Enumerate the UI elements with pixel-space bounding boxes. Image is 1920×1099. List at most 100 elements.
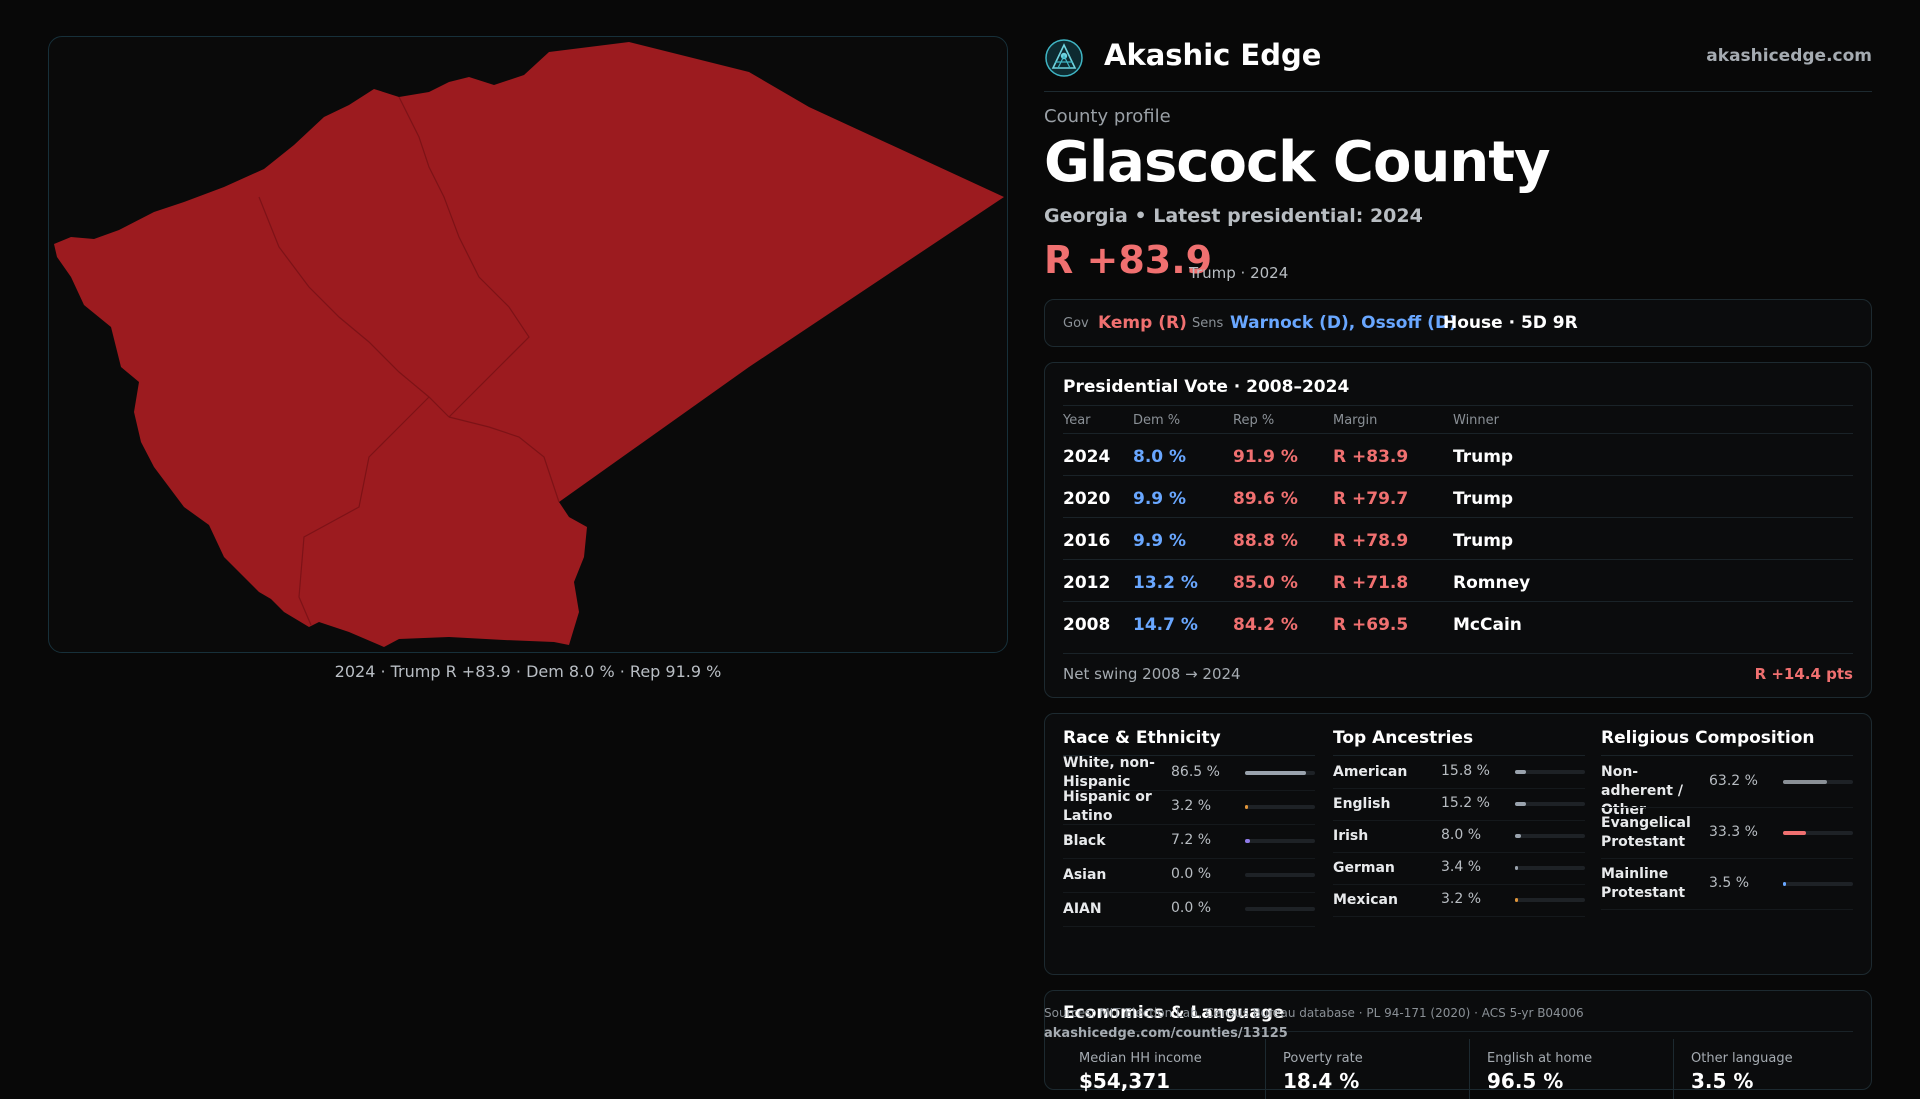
- demographic-bar: [1245, 839, 1315, 843]
- demographic-label: Non-adherent / Other: [1601, 763, 1683, 818]
- econ-label-income: Median HH income: [1079, 1051, 1202, 1066]
- economics-title: Economics & Language: [1063, 1003, 1285, 1023]
- row-divider: [1333, 884, 1585, 885]
- cell-winner: Romney: [1453, 573, 1531, 593]
- demographic-value: 15.8 %: [1441, 763, 1490, 779]
- cell-margin: R +69.5: [1333, 615, 1409, 635]
- net-swing-label: Net swing 2008 → 2024: [1063, 665, 1241, 683]
- econ-label-english: English at home: [1487, 1051, 1593, 1066]
- county-map-panel[interactable]: [48, 36, 1008, 653]
- county-map[interactable]: [49, 37, 1008, 653]
- cell-rep: 84.2 %: [1233, 615, 1298, 635]
- demographic-label: Asian: [1063, 866, 1107, 883]
- demographic-value: 7.2 %: [1171, 832, 1212, 848]
- col-margin: Margin: [1333, 413, 1378, 428]
- demographic-label: Evangelical Protestant: [1601, 814, 1691, 850]
- row-divider: [1063, 559, 1853, 560]
- demographic-bar: [1515, 898, 1585, 902]
- demographic-value: 3.5 %: [1709, 874, 1750, 891]
- cell-dem: 14.7 %: [1133, 615, 1198, 635]
- demographic-label: Black: [1063, 832, 1106, 849]
- divider: [1265, 1039, 1266, 1099]
- cell-winner: McCain: [1453, 615, 1522, 635]
- demographic-bar-fill: [1515, 802, 1526, 806]
- county-shape[interactable]: [54, 42, 1004, 647]
- cell-dem: 8.0 %: [1133, 447, 1187, 467]
- brand-header: Akashic Edge akashicedge.com: [1044, 36, 1872, 92]
- demographic-value: 8.0 %: [1441, 827, 1482, 843]
- presidential-title: Presidential Vote · 2008–2024: [1063, 377, 1350, 397]
- house-delegation: House · 5D 9R: [1443, 313, 1578, 333]
- latest-margin: R +83.9: [1044, 238, 1213, 282]
- divider: [1063, 405, 1853, 406]
- cell-year: 2020: [1063, 489, 1111, 509]
- demographic-bar-fill: [1515, 834, 1521, 838]
- divider: [1601, 755, 1853, 756]
- divider: [1063, 1031, 1853, 1032]
- cell-dem: 9.9 %: [1133, 531, 1187, 551]
- demographic-bar-fill: [1245, 839, 1251, 843]
- gov-value: Kemp (R): [1098, 313, 1187, 333]
- row-divider: [1601, 807, 1853, 808]
- col-winner: Winner: [1453, 413, 1500, 428]
- demographic-label: English: [1333, 795, 1391, 812]
- row-divider: [1333, 788, 1585, 789]
- demographic-bar: [1245, 907, 1315, 911]
- econ-label-other-lang: Other language: [1691, 1051, 1793, 1066]
- demographic-label: Irish: [1333, 827, 1369, 844]
- econ-label-poverty: Poverty rate: [1283, 1051, 1363, 1066]
- county-profile-panel: Akashic Edge akashicedge.com County prof…: [1044, 0, 1872, 1099]
- demographic-bar: [1783, 881, 1853, 886]
- demographics-card: Race & Ethnicity White, non-Hispanic 86.5…: [1044, 713, 1872, 975]
- cell-dem: 13.2 %: [1133, 573, 1198, 593]
- demographic-value: 0.0 %: [1171, 866, 1212, 882]
- demographic-bar-fill: [1783, 881, 1786, 886]
- gov-label: Gov: [1063, 316, 1089, 331]
- demographic-bar-fill: [1515, 770, 1527, 774]
- cell-winner: Trump: [1453, 447, 1514, 467]
- cell-rep: 88.8 %: [1233, 531, 1298, 551]
- sens-value: Warnock (D), Ossoff (D): [1230, 313, 1457, 333]
- divider: [1333, 755, 1585, 756]
- demographic-label: American: [1333, 763, 1408, 780]
- econ-value-income: $54,371: [1079, 1069, 1171, 1093]
- presidential-vote-card: Presidential Vote · 2008–2024 Year Dem %…: [1044, 362, 1872, 698]
- cell-year: 2024: [1063, 447, 1111, 467]
- row-divider: [1063, 433, 1853, 434]
- demographic-label: Mainline Protestant: [1601, 865, 1686, 901]
- officials-bar: Gov Kemp (R) Sens Warnock (D), Ossoff (D…: [1044, 299, 1872, 347]
- profile-eyebrow: County profile: [1044, 106, 1171, 127]
- source-url-link[interactable]: akashicedge.com/counties/13125: [1044, 1026, 1288, 1041]
- demographic-bar: [1245, 873, 1315, 877]
- row-divider: [1601, 858, 1853, 859]
- demographic-bar-fill: [1515, 898, 1518, 902]
- akashic-logo-icon[interactable]: [1044, 38, 1084, 78]
- demographic-bar: [1515, 802, 1585, 806]
- econ-value-poverty: 18.4 %: [1283, 1069, 1360, 1093]
- demographic-label: Hispanic or Latino: [1063, 789, 1152, 824]
- row-divider: [1333, 820, 1585, 821]
- demographic-label: White, non-Hispanic: [1063, 755, 1155, 790]
- demographic-value: 86.5 %: [1171, 764, 1220, 780]
- brand-name: Akashic Edge: [1104, 38, 1322, 72]
- sens-label: Sens: [1192, 316, 1224, 331]
- row-divider: [1063, 824, 1315, 825]
- demographic-bar: [1515, 770, 1585, 774]
- cell-year: 2008: [1063, 615, 1111, 635]
- demographic-value: 33.3 %: [1709, 823, 1758, 840]
- demographic-bar-fill: [1245, 805, 1248, 809]
- econ-value-english: 96.5 %: [1487, 1069, 1564, 1093]
- row-divider: [1333, 852, 1585, 853]
- source-note: Sources: MIT Election Lab, Census Bureau…: [1044, 1006, 1584, 1020]
- demographic-bar-fill: [1783, 779, 1828, 784]
- religion-title: Religious Composition: [1601, 728, 1815, 748]
- brand-site-link[interactable]: akashicedge.com: [1706, 46, 1872, 66]
- demographic-value: 0.0 %: [1171, 900, 1212, 916]
- demographic-bar: [1783, 830, 1853, 835]
- row-divider: [1063, 517, 1853, 518]
- cell-margin: R +78.9: [1333, 531, 1409, 551]
- cell-margin: R +83.9: [1333, 447, 1409, 467]
- ancestry-title: Top Ancestries: [1333, 728, 1474, 748]
- cell-margin: R +71.8: [1333, 573, 1409, 593]
- cell-rep: 89.6 %: [1233, 489, 1298, 509]
